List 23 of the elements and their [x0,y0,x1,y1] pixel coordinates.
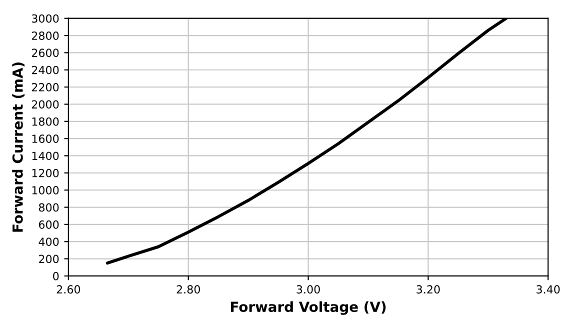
x-tick-label: 2.80 [176,285,200,294]
x-tick-label: 3.00 [296,285,320,294]
y-tick-label: 1000 [32,186,59,194]
y-tick-label: 2000 [32,100,59,109]
y-tick-label: 2800 [32,32,59,40]
y-tick-label: 800 [38,203,59,212]
y-tick-label: 2400 [32,66,59,74]
y-tick-label: 1800 [32,117,59,126]
y-tick-label: 0 [53,272,59,280]
y-tick-label: 1200 [32,168,59,178]
x-tick-label: 3.20 [416,285,440,294]
y-tick-label: 600 [38,220,59,229]
y-tick-label: 3000 [32,14,59,23]
y-tick-label: 2200 [32,83,59,92]
y-axis-title: Forward Current (mA) [12,62,25,232]
x-tick-label: 3.40 [536,285,560,294]
y-tick-label: 200 [39,254,59,264]
y-tick-label: 400 [38,238,59,246]
y-tick-label: 1600 [32,134,59,143]
y-tick-label: 2600 [32,48,59,58]
x-tick-label: 2.60 [56,285,80,294]
x-axis-title: Forward Voltage (V) [231,301,386,315]
y-tick-label: 1400 [32,152,59,160]
